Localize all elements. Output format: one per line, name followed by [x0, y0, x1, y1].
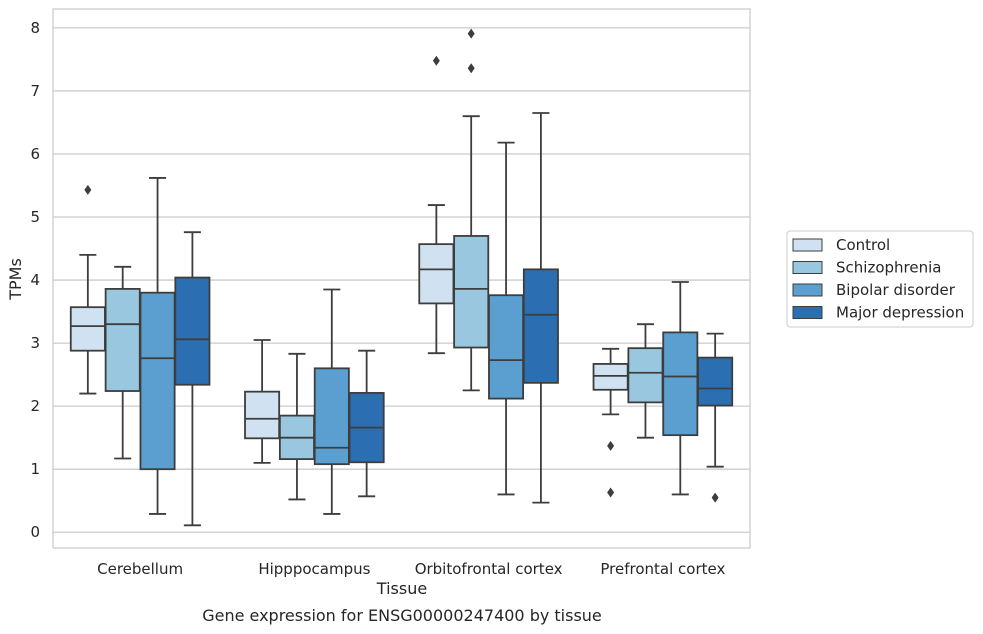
x-tick-labels: Cerebellum Hipppocampus Orbitofrontal cort…: [97, 560, 725, 578]
series-bipolar-disorder: [139, 141, 699, 515]
series-schizophrenia: [104, 28, 664, 501]
box-body: [488, 294, 525, 400]
box-body: [139, 291, 176, 471]
x-tick-label: Orbitofrontal cortex: [415, 560, 563, 578]
box-body: [69, 306, 106, 352]
box-body: [522, 268, 559, 384]
x-tick-label: Cerebellum: [97, 560, 183, 578]
box-2: [453, 28, 490, 392]
legend-label: Bipolar disorder: [836, 281, 956, 299]
box-body: [592, 363, 629, 391]
legend-swatch: [792, 306, 823, 319]
legend-label: Major depression: [836, 304, 964, 322]
outlier-point: [467, 63, 475, 74]
outlier-point: [432, 55, 440, 66]
outlier-point: [607, 440, 615, 451]
box-body: [104, 288, 141, 392]
box-3: [592, 347, 629, 498]
legend-label: Schizophrenia: [836, 259, 941, 277]
box-body: [244, 390, 281, 440]
legend-swatch: [792, 238, 823, 252]
plot-frame: [52, 8, 751, 549]
y-tick-label: 3: [30, 334, 40, 352]
y-tick-label: 0: [30, 523, 40, 541]
y-tick-label: 2: [30, 397, 40, 415]
y-tick-label: 8: [30, 19, 40, 37]
box-body: [418, 243, 455, 305]
y-tick-label: 6: [30, 145, 40, 163]
outlier-point: [467, 28, 475, 39]
box-0: [139, 177, 176, 515]
box-body: [174, 276, 211, 386]
box-3: [697, 332, 734, 503]
y-axis-label: TPMs: [6, 258, 25, 301]
outlier-point: [84, 184, 92, 195]
chart-caption: Gene expression for ENSG00000247400 by t…: [202, 606, 602, 625]
box-body: [697, 356, 734, 407]
y-tick-label: 5: [30, 208, 40, 226]
box-1: [313, 288, 350, 515]
box-body: [662, 331, 699, 437]
box-body: [453, 235, 490, 349]
box-0: [174, 231, 211, 527]
box-2: [522, 112, 559, 504]
box-2: [418, 55, 455, 355]
box-body: [627, 347, 664, 404]
x-tick-label: Hipppocampus: [258, 560, 370, 578]
outlier-point: [607, 487, 615, 498]
box-0: [104, 265, 141, 460]
series-major-depression: [174, 112, 734, 527]
box-body: [313, 367, 350, 466]
box-groups: [69, 28, 734, 527]
y-tick-labels: 0 1 2 3 4 5 6 7 8: [30, 19, 40, 541]
legend: Control Schizophrenia Bipolar disorder Majo…: [786, 230, 974, 328]
x-axis-label: Tissue: [376, 579, 427, 598]
box-3: [627, 323, 664, 439]
box-1: [278, 352, 315, 501]
x-tick-label: Prefrontal cortex: [600, 560, 725, 578]
box-0: [69, 184, 106, 395]
series-control: [69, 55, 629, 498]
legend-frame: [786, 230, 974, 328]
box-1: [348, 349, 385, 498]
box-2: [488, 141, 525, 496]
box-1: [244, 339, 281, 464]
outlier-point: [711, 492, 719, 503]
y-tick-label: 1: [30, 460, 40, 478]
y-tick-label: 4: [30, 271, 40, 289]
box-3: [662, 281, 699, 496]
legend-label: Control: [836, 236, 890, 254]
legend-swatch: [792, 283, 823, 297]
y-tick-label: 7: [30, 82, 40, 100]
legend-swatch: [792, 261, 823, 274]
